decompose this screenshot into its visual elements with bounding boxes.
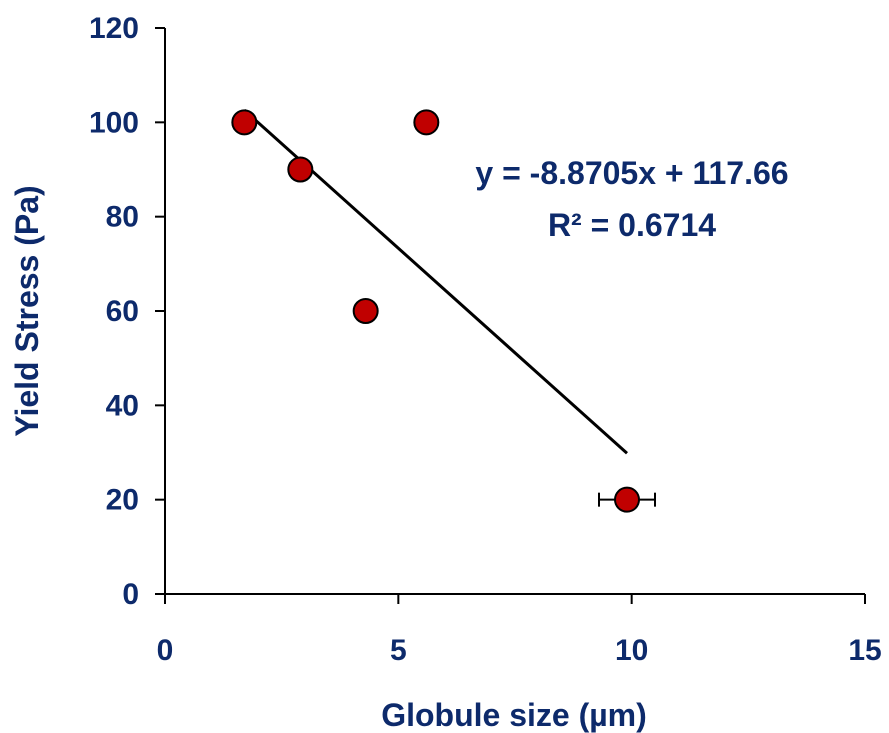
x-tick-label: 15: [848, 634, 881, 667]
y-ticks: 0 20 40 60 80 100 120: [89, 12, 165, 611]
equation-label: y = -8.8705x + 117.66: [475, 155, 788, 191]
y-tick-label: 40: [106, 389, 139, 422]
y-tick-label: 120: [89, 12, 139, 45]
y-tick-label: 60: [106, 295, 139, 328]
data-points: [231, 109, 640, 513]
data-point: [287, 156, 314, 183]
data-point: [413, 109, 440, 136]
y-tick-label: 80: [106, 201, 139, 234]
y-tick-label: 0: [122, 578, 139, 611]
data-point: [231, 109, 258, 136]
data-point: [352, 298, 379, 324]
y-tick-label: 100: [89, 106, 139, 139]
x-tick-label: 5: [390, 634, 407, 667]
y-axis-title: Yield Stress (Pa): [9, 185, 45, 436]
axes: [164, 28, 865, 595]
x-tick-label: 0: [157, 634, 174, 667]
r-squared-label: R² = 0.6714: [548, 207, 716, 243]
y-tick-label: 20: [106, 484, 139, 517]
x-ticks: 0 5 10 15: [157, 594, 882, 667]
x-axis-title: Globule size (µm): [381, 697, 647, 733]
data-point: [614, 486, 640, 513]
x-tick-label: 10: [615, 634, 648, 667]
